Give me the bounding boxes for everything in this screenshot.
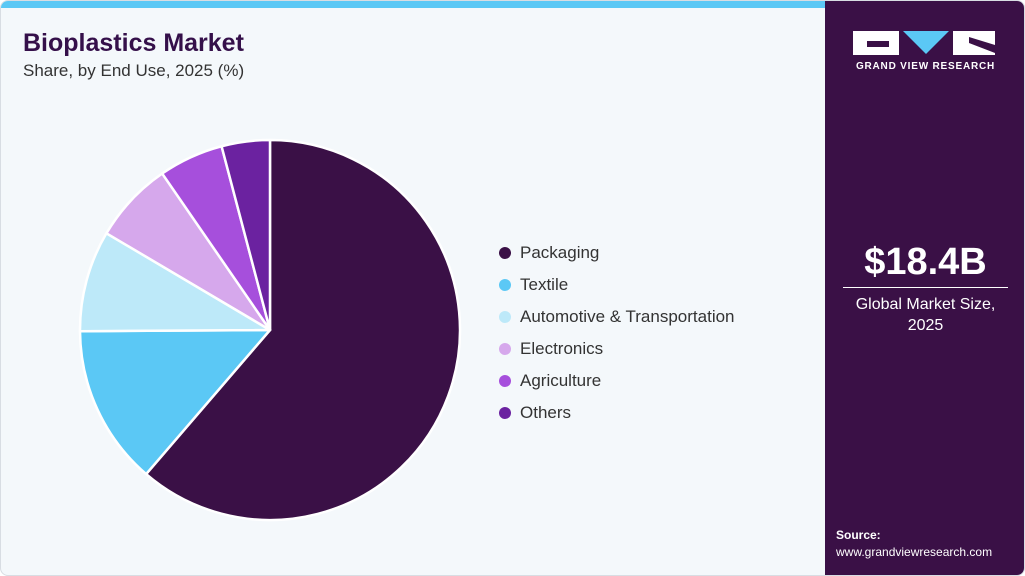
legend-swatch [499, 343, 511, 355]
source: Source: www.grandviewresearch.com [836, 527, 992, 561]
legend-item: Automotive & Transportation [499, 301, 735, 333]
legend-label: Electronics [520, 339, 604, 358]
divider [843, 287, 1008, 288]
legend-item: Others [499, 397, 735, 429]
legend-item: Electronics [499, 333, 735, 365]
legend-swatch [499, 247, 511, 259]
source-label: Source: [836, 528, 881, 542]
accent-bar [1, 1, 825, 8]
caption-line-1: Global Market Size, [855, 296, 996, 313]
market-size-value: $18.4B [864, 241, 987, 283]
legend: Packaging Textile Automotive & Transportat… [499, 237, 735, 429]
legend-label: Textile [520, 275, 569, 294]
pie-slice-others [220, 138, 272, 332]
legend-swatch [499, 375, 511, 387]
pie-slice-textile [78, 328, 272, 476]
chart-title: Bioplastics Market [23, 29, 244, 57]
info-panel: GRAND VIEW RESEARCH $18.4B Global Market… [825, 1, 1024, 575]
legend-label: Others [520, 403, 572, 422]
legend-label: Agriculture [520, 371, 602, 390]
legend-item: Agriculture [499, 365, 735, 397]
grand-view-research-logo [853, 31, 995, 55]
pie-slice-automotive-transportation [78, 232, 272, 333]
legend-swatch [499, 279, 511, 291]
brand-name: GRAND VIEW RESEARCH [855, 61, 996, 72]
legend-item: Packaging [499, 237, 735, 269]
legend-label: Automotive & Transportation [520, 307, 735, 326]
legend-item: Textile [499, 269, 735, 301]
legend-label: Packaging [520, 243, 600, 262]
chart-subtitle: Share, by End Use, 2025 (%) [23, 61, 245, 80]
pie-slice-packaging [144, 138, 462, 522]
pie-chart [78, 138, 462, 522]
caption-line-2: 2025 [907, 317, 944, 334]
source-link[interactable]: www.grandviewresearch.com [836, 545, 993, 559]
legend-swatch [499, 407, 511, 419]
legend-swatch [499, 311, 511, 323]
market-size-caption: Global Market Size, 2025 [825, 294, 1024, 336]
